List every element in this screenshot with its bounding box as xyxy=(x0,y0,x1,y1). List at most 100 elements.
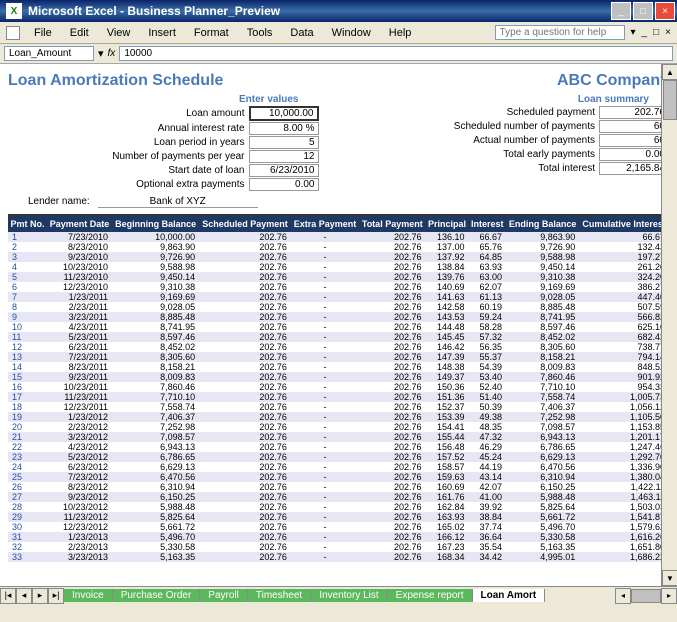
cell[interactable]: 1/23/2011 xyxy=(47,292,112,302)
cell[interactable]: 143.53 xyxy=(426,312,469,322)
cell[interactable]: 4/23/2011 xyxy=(47,322,112,332)
table-row[interactable]: 1711/23/20117,710.10202.76-202.76151.365… xyxy=(8,392,669,402)
cell[interactable]: 66.67 xyxy=(579,232,669,242)
cell[interactable]: 8,885.48 xyxy=(506,302,579,312)
cell[interactable]: 3/23/2011 xyxy=(47,312,112,322)
cell[interactable]: 42.07 xyxy=(469,482,506,492)
tab-next-button[interactable]: ▸ xyxy=(32,588,48,604)
cell[interactable]: 8,158.21 xyxy=(506,352,579,362)
cell[interactable]: 566.82 xyxy=(579,312,669,322)
cell[interactable]: 202.76 xyxy=(199,512,291,522)
cell[interactable]: - xyxy=(291,352,359,362)
cell[interactable]: 38.84 xyxy=(469,512,506,522)
cell[interactable]: 202.76 xyxy=(199,332,291,342)
cell[interactable]: - xyxy=(291,312,359,322)
cell[interactable]: 8 xyxy=(8,302,47,312)
cell[interactable]: 9,169.69 xyxy=(112,292,199,302)
cell[interactable]: 6,310.94 xyxy=(112,482,199,492)
table-row[interactable]: 202/23/20127,252.98202.76-202.76154.4148… xyxy=(8,422,669,432)
tab-prev-button[interactable]: ◂ xyxy=(16,588,32,604)
cell[interactable]: 2/23/2011 xyxy=(47,302,112,312)
cell[interactable]: - xyxy=(291,492,359,502)
menu-tools[interactable]: Tools xyxy=(239,25,281,41)
cell[interactable]: 5,496.70 xyxy=(112,532,199,542)
cell[interactable]: 47.32 xyxy=(469,432,506,442)
cell[interactable]: 6,470.56 xyxy=(506,462,579,472)
cell[interactable]: 139.76 xyxy=(426,272,469,282)
cell[interactable]: - xyxy=(291,292,359,302)
scroll-thumb[interactable] xyxy=(663,80,677,120)
cell[interactable]: - xyxy=(291,512,359,522)
cell[interactable]: - xyxy=(291,472,359,482)
cell[interactable]: 202.76 xyxy=(359,302,425,312)
cell[interactable]: 1,651.80 xyxy=(579,542,669,552)
input-value-4[interactable]: 6/23/2010 xyxy=(249,164,319,177)
scroll-up-button[interactable]: ▲ xyxy=(662,64,677,80)
cell[interactable]: 166.12 xyxy=(426,532,469,542)
cell[interactable]: 137.92 xyxy=(426,252,469,262)
cell[interactable]: 11/23/2011 xyxy=(47,392,112,402)
table-row[interactable]: 1812/23/20117,558.74202.76-202.76152.375… xyxy=(8,402,669,412)
cell[interactable]: 1,005.73 xyxy=(579,392,669,402)
cell[interactable]: 26 xyxy=(8,482,47,492)
cell[interactable]: 11/23/2010 xyxy=(47,272,112,282)
cell[interactable]: 3/23/2013 xyxy=(47,552,112,562)
menu-data[interactable]: Data xyxy=(282,25,321,41)
cell[interactable]: 202.76 xyxy=(199,452,291,462)
table-row[interactable]: 1610/23/20117,860.46202.76-202.76150.365… xyxy=(8,382,669,392)
cell[interactable]: 202.76 xyxy=(199,542,291,552)
cell[interactable]: 5,163.35 xyxy=(112,552,199,562)
cell[interactable]: 7/23/2011 xyxy=(47,352,112,362)
cell[interactable]: 21 xyxy=(8,432,47,442)
cell[interactable]: - xyxy=(291,272,359,282)
cell[interactable]: 159.63 xyxy=(426,472,469,482)
cell[interactable]: 36.64 xyxy=(469,532,506,542)
cell[interactable]: 7,558.74 xyxy=(506,392,579,402)
tab-first-button[interactable]: |◂ xyxy=(0,588,16,604)
cell[interactable]: 9,450.14 xyxy=(506,262,579,272)
cell[interactable]: 25 xyxy=(8,472,47,482)
cell[interactable]: 12/23/2010 xyxy=(47,282,112,292)
cell[interactable]: - xyxy=(291,402,359,412)
cell[interactable]: 136.10 xyxy=(426,232,469,242)
cell[interactable]: 6 xyxy=(8,282,47,292)
cell[interactable]: 7,710.10 xyxy=(506,382,579,392)
hscroll-right-button[interactable]: ▸ xyxy=(661,588,677,604)
cell[interactable]: 1,380.04 xyxy=(579,472,669,482)
cell[interactable]: 202.76 xyxy=(199,492,291,502)
cell[interactable]: 6,786.65 xyxy=(112,452,199,462)
table-row[interactable]: 333/23/20135,163.35202.76-202.76168.3434… xyxy=(8,552,669,562)
cell[interactable]: 8,305.60 xyxy=(112,352,199,362)
cell[interactable]: 34.42 xyxy=(469,552,506,562)
cell[interactable]: 9/23/2011 xyxy=(47,372,112,382)
input-value-3[interactable]: 12 xyxy=(249,150,319,163)
cell[interactable]: 6,310.94 xyxy=(506,472,579,482)
cell[interactable]: 202.76 xyxy=(199,342,291,352)
cell[interactable]: 9,726.90 xyxy=(506,242,579,252)
cell[interactable]: 1 xyxy=(8,232,47,242)
cell[interactable]: - xyxy=(291,502,359,512)
cell[interactable]: 41.00 xyxy=(469,492,506,502)
cell[interactable]: 9,863.90 xyxy=(506,232,579,242)
cell[interactable]: 202.76 xyxy=(199,372,291,382)
cell[interactable]: 8/23/2012 xyxy=(47,482,112,492)
cell[interactable]: 35.54 xyxy=(469,542,506,552)
cell[interactable]: 447.40 xyxy=(579,292,669,302)
cell[interactable]: 66.67 xyxy=(469,232,506,242)
cell[interactable]: 8,741.95 xyxy=(112,322,199,332)
cell[interactable]: 12/23/2012 xyxy=(47,522,112,532)
cell[interactable]: - xyxy=(291,342,359,352)
cell[interactable]: 60.19 xyxy=(469,302,506,312)
cell[interactable]: 63.93 xyxy=(469,262,506,272)
cell[interactable]: - xyxy=(291,432,359,442)
cell[interactable]: - xyxy=(291,452,359,462)
cell[interactable]: 202.76 xyxy=(359,462,425,472)
cell[interactable]: 202.76 xyxy=(359,532,425,542)
cell[interactable]: 202.76 xyxy=(199,402,291,412)
cell[interactable]: 29 xyxy=(8,512,47,522)
cell[interactable]: 202.76 xyxy=(199,272,291,282)
sheet-tab-expense-report[interactable]: Expense report xyxy=(388,589,473,602)
table-row[interactable]: 246/23/20126,629.13202.76-202.76158.5744… xyxy=(8,462,669,472)
cell[interactable]: 39.92 xyxy=(469,502,506,512)
formula-input[interactable] xyxy=(119,46,673,61)
